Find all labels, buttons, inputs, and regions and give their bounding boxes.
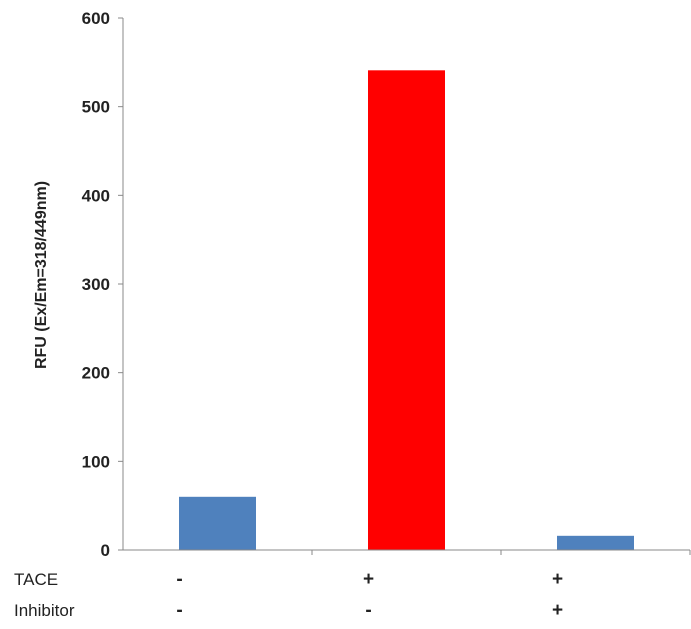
condition-sign: - xyxy=(176,569,182,590)
y-tick-label: 300 xyxy=(82,275,110,294)
condition-row-label: Inhibitor xyxy=(14,601,75,620)
condition-sign: + xyxy=(552,600,563,621)
bars xyxy=(179,70,634,551)
condition-sign: + xyxy=(552,569,563,590)
y-tick-label: 400 xyxy=(82,186,110,205)
y-axis-label: RFU (Ex/Em=318/449nm) xyxy=(33,181,50,369)
y-tick-label: 600 xyxy=(82,9,110,28)
y-axis-ticks: 0 100 200 300 400 500 600 xyxy=(82,9,123,560)
axes xyxy=(122,18,691,555)
condition-row-label: TACE xyxy=(14,570,58,589)
y-tick-label: 0 xyxy=(101,541,110,560)
condition-rows: TACE - + + Inhibitor - - + xyxy=(14,569,563,621)
y-tick-label: 200 xyxy=(82,364,110,383)
condition-sign: + xyxy=(363,569,374,590)
bar-3 xyxy=(557,535,634,550)
condition-sign: - xyxy=(176,600,182,621)
condition-sign: - xyxy=(365,600,371,621)
y-tick-label: 100 xyxy=(82,452,110,471)
bar-1 xyxy=(179,496,256,550)
bar-2 xyxy=(368,70,445,551)
y-tick-label: 500 xyxy=(82,98,110,117)
